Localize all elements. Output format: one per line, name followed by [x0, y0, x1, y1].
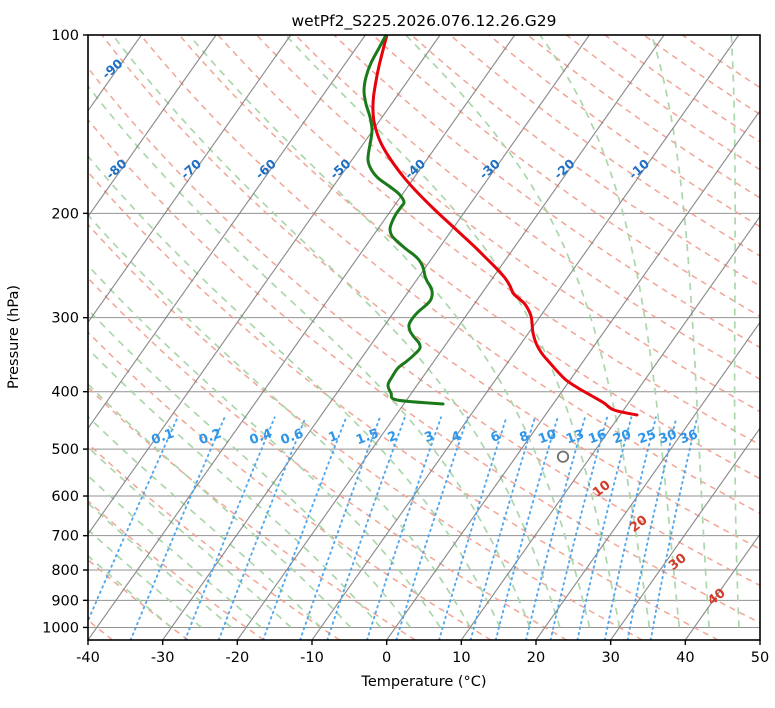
- x-axis-tick-label: -30: [151, 650, 175, 666]
- y-axis-tick-label: 200: [51, 206, 79, 222]
- mixing-ratio-label: 0.1: [149, 426, 176, 448]
- mixing-ratio-label: 36: [678, 427, 700, 447]
- lcl-marker: [556, 450, 570, 463]
- y-axis-tick-label: 500: [51, 442, 79, 458]
- y-axis-label: Pressure (hPa): [6, 285, 22, 389]
- x-axis-tick-label: -10: [300, 650, 324, 666]
- x-axis-tick-label: 30: [601, 650, 619, 666]
- mixing-ratio-label: 0.6: [279, 426, 306, 448]
- plot-background: [88, 35, 760, 640]
- x-axis-tick-label: -20: [225, 650, 249, 666]
- mixing-ratio-label: 10: [536, 427, 558, 447]
- dewpoint-trace: [362, 35, 445, 406]
- y-axis-tick-label: 800: [51, 563, 79, 579]
- x-axis-tick-label: 40: [676, 650, 694, 666]
- y-axis-tick-label: 400: [51, 385, 79, 401]
- page-title: wetPf2_S225.2026.076.12.26.G29: [292, 12, 557, 31]
- mixing-ratio-label: 1.5: [354, 426, 381, 448]
- mixing-ratio-label: 16: [587, 427, 609, 447]
- temperature-trace: [371, 35, 639, 417]
- y-axis-tick-label: 700: [51, 529, 79, 545]
- y-axis-tick-label: 900: [51, 593, 79, 609]
- mixing-ratio-label: 25: [636, 427, 658, 447]
- grid-layer: [88, 35, 760, 640]
- mixing-ratio-label: 0.4: [248, 426, 275, 448]
- plot-frame: [87, 34, 761, 641]
- x-axis-tick-label: 20: [527, 650, 545, 666]
- sounding-layer: [362, 35, 639, 463]
- mixing-ratio-label: 0.2: [197, 426, 224, 448]
- mixing-ratio-label: 30: [657, 427, 679, 447]
- mixing-ratio-label: 13: [564, 427, 586, 447]
- y-axis-tick-label: 1000: [42, 620, 79, 636]
- x-axis-tick-label: 0: [382, 650, 391, 666]
- x-axis-tick-label: 10: [452, 650, 470, 666]
- x-axis-label: Temperature (°C): [360, 674, 486, 690]
- y-axis-tick-label: 300: [51, 311, 79, 327]
- x-axis-tick-label: 50: [751, 650, 769, 666]
- y-axis-tick-label: 100: [51, 28, 79, 44]
- x-axis-tick-label: -40: [76, 650, 100, 666]
- mixing-ratio-label: 20: [611, 427, 633, 447]
- y-axis-tick-label: 600: [51, 489, 79, 505]
